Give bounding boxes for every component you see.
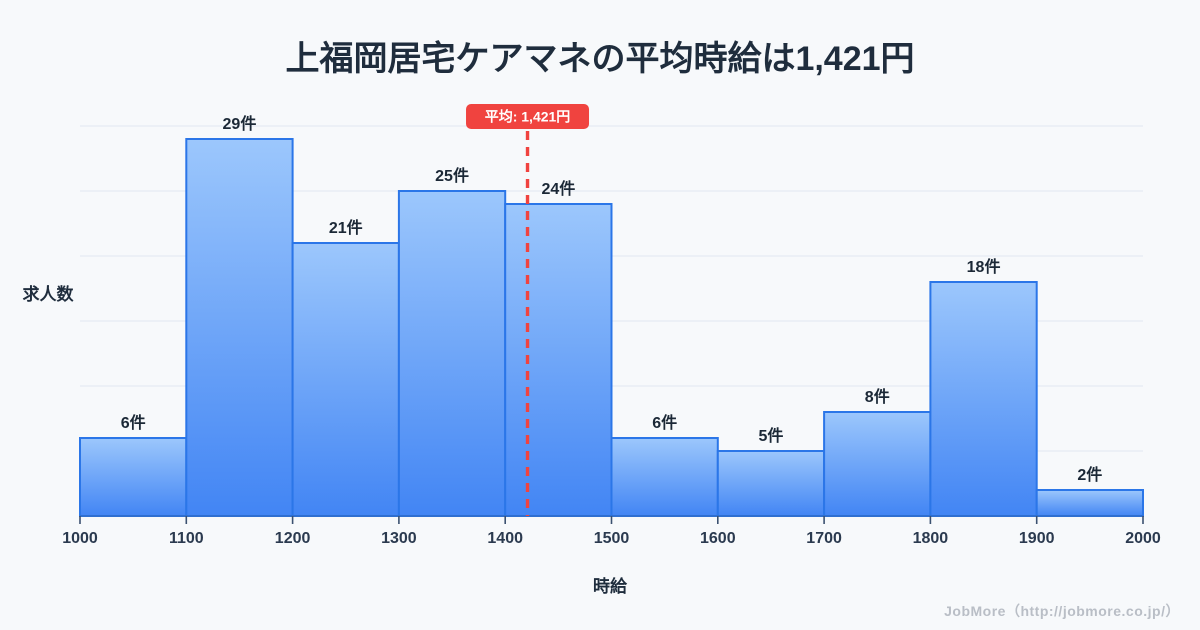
bar-value-label: 21件 [329, 218, 363, 237]
bar-value-label: 6件 [121, 413, 146, 432]
bar [929, 281, 1038, 517]
y-axis-title: 求人数 [23, 284, 75, 304]
bar [291, 242, 400, 517]
bar-series [79, 138, 1144, 517]
x-axis-tick-labels: 1000 1100 1200 1300 1400 1500 1600 1700 1800 1900… [62, 530, 1161, 547]
bar [610, 437, 719, 517]
page-title: 上福岡居宅ケアマネの平均時給は1,421円 [285, 39, 914, 78]
x-tick-label: 1700 [806, 530, 842, 547]
bar-value-label: 25件 [435, 166, 469, 185]
x-axis [79, 515, 1144, 524]
bar [823, 411, 932, 517]
bar-value-label: 8件 [865, 387, 890, 406]
average-badge [466, 104, 590, 129]
bar-value-label: 6件 [652, 413, 677, 432]
x-tick-label: 2000 [1125, 530, 1161, 547]
x-tick-label: 1000 [62, 530, 98, 547]
bar [504, 203, 613, 517]
bar-value-labels: 6件 29件 21件 25件 24件 6件 5件 8件 18件 2件 [121, 114, 1103, 484]
x-tick-label: 1100 [169, 530, 204, 547]
average-badge-label: 平均: 1,421円 [485, 109, 571, 125]
x-tick-label: 1600 [700, 530, 736, 547]
average-marker: 平均: 1,421円 [466, 104, 590, 516]
x-tick-label: 1400 [487, 530, 523, 547]
bar [79, 437, 188, 517]
bar [1035, 489, 1144, 517]
x-tick-label: 1200 [275, 530, 311, 547]
x-tick-label: 1300 [381, 530, 417, 547]
x-tick-label: 1800 [913, 530, 949, 547]
attribution-footer: JobMore（http://jobmore.co.jp/） [944, 603, 1180, 619]
bar-value-label: 29件 [223, 114, 257, 133]
x-axis-title: 時給 [593, 576, 628, 596]
bar [716, 450, 826, 517]
x-tick-label: 1500 [594, 530, 630, 547]
bar [397, 190, 507, 517]
bar-value-label: 18件 [967, 257, 1001, 276]
x-tick-label: 1900 [1019, 530, 1055, 547]
bar-value-label: 2件 [1077, 465, 1102, 484]
bar-value-label: 5件 [758, 426, 783, 445]
bar-value-label: 24件 [541, 179, 575, 198]
bar [185, 138, 294, 517]
